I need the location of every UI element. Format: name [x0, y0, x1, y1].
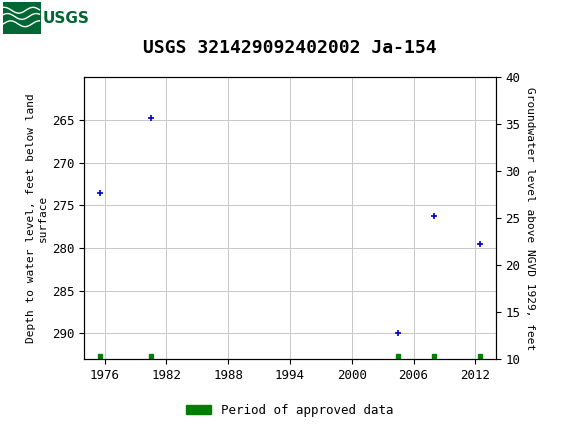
Y-axis label: Depth to water level, feet below land
surface: Depth to water level, feet below land su… — [26, 93, 48, 343]
Text: USGS 321429092402002 Ja-154: USGS 321429092402002 Ja-154 — [143, 39, 437, 57]
Legend: Period of approved data: Period of approved data — [181, 399, 399, 421]
Text: USGS: USGS — [43, 11, 90, 26]
Y-axis label: Groundwater level above NGVD 1929, feet: Groundwater level above NGVD 1929, feet — [525, 86, 535, 350]
Bar — [3, 2, 41, 34]
Bar — [3, 2, 93, 34]
